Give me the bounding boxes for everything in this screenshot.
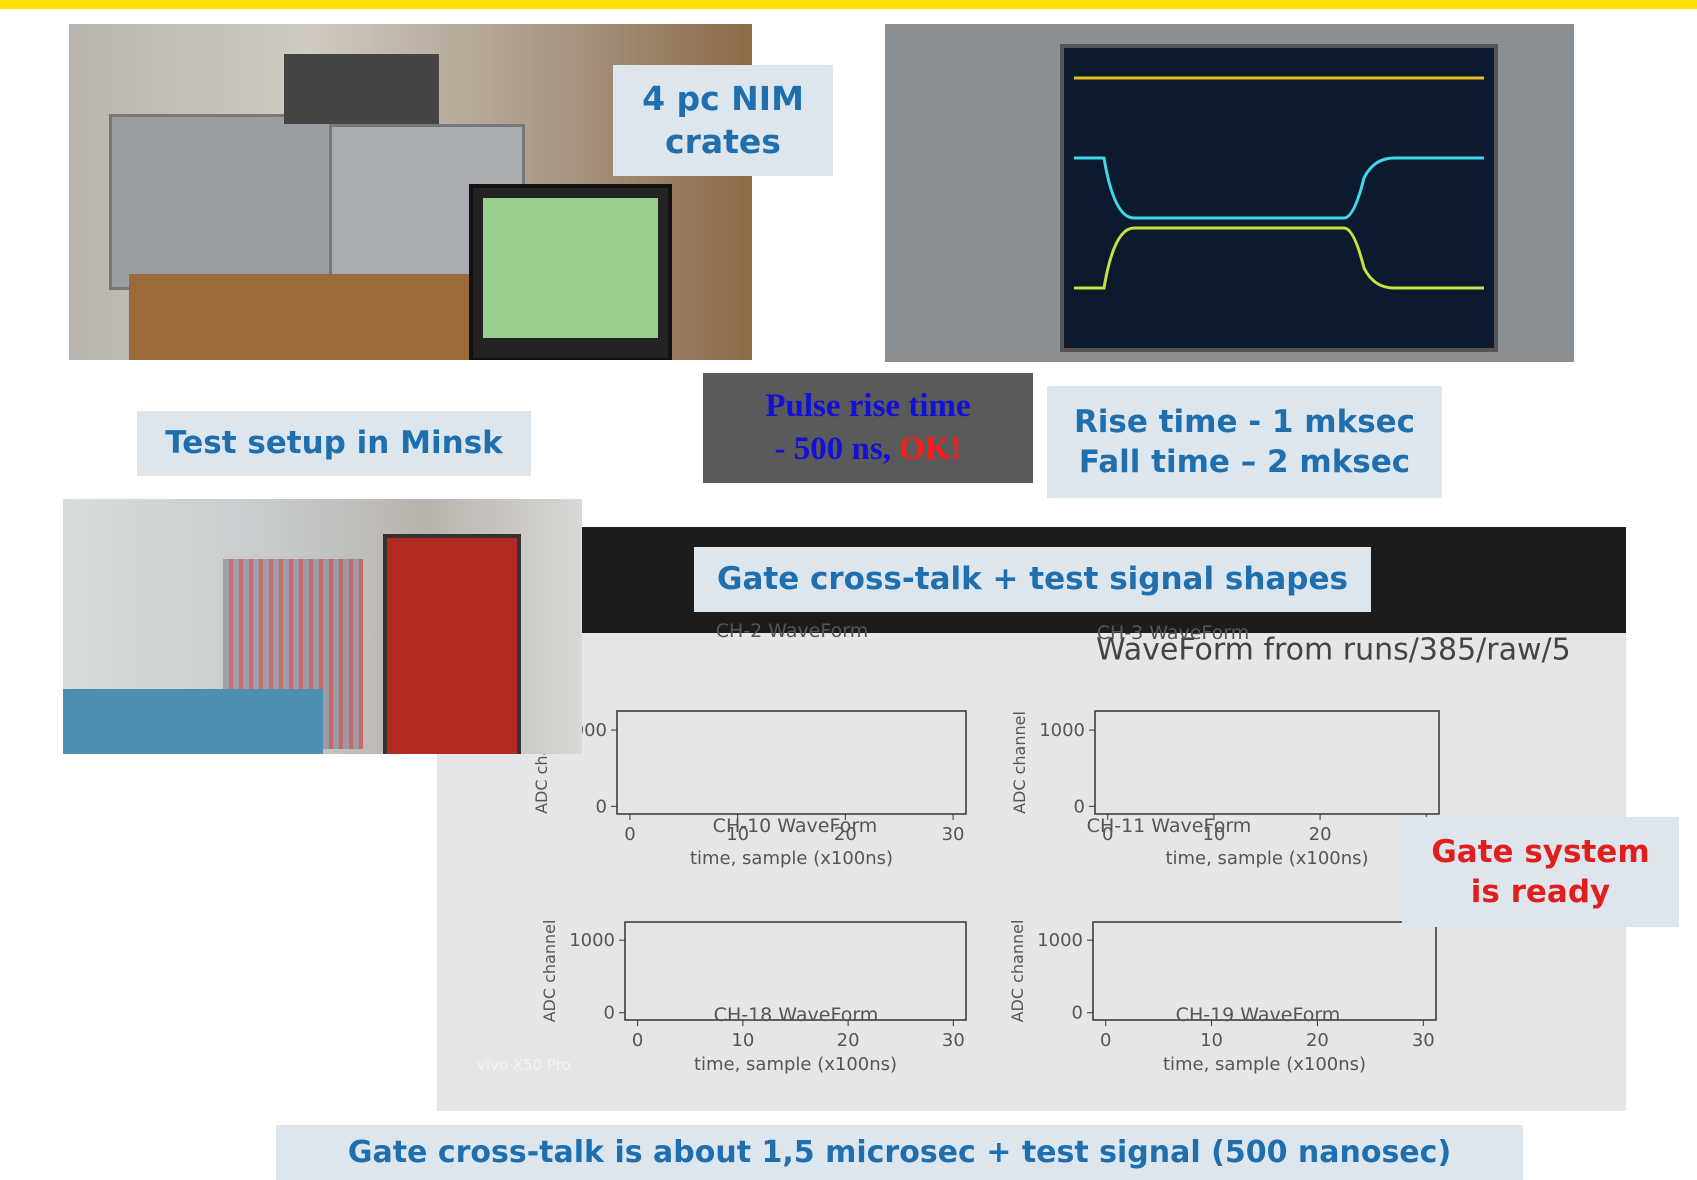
y-tick-label: 0 [1072, 1003, 1083, 1024]
label-line: 4 pc NIM [642, 78, 804, 121]
panel-title: CH-3 WaveForm [1097, 622, 1250, 644]
pulse-rise-box: Pulse rise time - 500 ns, OK! [703, 373, 1033, 483]
top-bar [0, 0, 1697, 9]
label-line: Test setup in Minsk [165, 423, 503, 463]
panel-title: CH-18 WaveForm [714, 1004, 879, 1026]
x-tick-label: 30 [942, 824, 965, 845]
x-tick-label: 30 [942, 1030, 965, 1051]
panel-title: CH-10 WaveForm [713, 815, 878, 837]
label-gate-shapes: Gate cross-talk + test signal shapes [694, 547, 1371, 612]
panel-title: CH-11 WaveForm [1087, 815, 1252, 837]
pulse-line: Pulse rise time [765, 385, 970, 428]
monitor [469, 184, 672, 360]
x-tick-label: 30 [1412, 1030, 1435, 1051]
scope-screen [1060, 44, 1498, 352]
x-tick-label: 20 [837, 1030, 860, 1051]
photo-lab [63, 499, 582, 754]
label-test-setup: Test setup in Minsk [137, 411, 531, 476]
photo-oscilloscope [885, 24, 1574, 362]
label-gate-ready: Gate system is ready [1402, 817, 1679, 927]
label-line: Gate cross-talk is about 1,5 microsec + … [348, 1133, 1451, 1172]
x-axis-label: time, sample (x100ns) [1165, 848, 1368, 869]
bench [63, 689, 323, 754]
label-line: Gate system [1431, 832, 1649, 872]
pulse-line: - 500 ns, OK! [774, 428, 961, 471]
label-rise-fall: Rise time - 1 mksec Fall time – 2 mksec [1047, 386, 1442, 498]
x-tick-label: 20 [1309, 824, 1332, 845]
y-tick-label: 0 [596, 796, 607, 817]
panel-title: CH-19 WaveForm [1176, 1004, 1341, 1026]
oscilloscope [284, 54, 439, 124]
pulse-ok: OK! [899, 431, 961, 467]
y-axis-label: ADC channel [1008, 920, 1027, 1023]
label-line: Gate cross-talk + test signal shapes [717, 559, 1348, 599]
x-axis-label: time, sample (x100ns) [690, 848, 893, 869]
y-tick-label: 0 [1074, 796, 1085, 817]
watermark: vivo X50 Pro [477, 1056, 571, 1074]
x-tick-label: 10 [731, 1030, 754, 1051]
panel-title: CH-2 WaveForm [716, 620, 869, 642]
rack [383, 534, 521, 754]
y-axis-label: ADC channel [1010, 711, 1029, 814]
label-line: Fall time – 2 mksec [1079, 442, 1410, 482]
x-tick-label: 10 [1200, 1030, 1223, 1051]
pulse-text: - 500 ns, [774, 431, 890, 467]
x-tick-label: 0 [632, 1030, 643, 1051]
label-line: is ready [1471, 872, 1611, 912]
crate [109, 114, 345, 290]
x-tick-label: 0 [1100, 1030, 1111, 1051]
label-nim-crates: 4 pc NIM crates [613, 65, 833, 176]
y-tick-label: 0 [604, 1003, 615, 1024]
y-tick-label: 1000 [1039, 720, 1085, 741]
x-axis-label: time, sample (x100ns) [1163, 1054, 1366, 1075]
x-tick-label: 0 [624, 824, 635, 845]
label-line: crates [665, 121, 781, 164]
x-axis-label: time, sample (x100ns) [694, 1054, 897, 1075]
x-tick-label: 20 [1306, 1030, 1329, 1051]
slide: { "labels": { "nim_crates": ["4 pc NIM",… [0, 0, 1697, 1180]
y-tick-label: 1000 [1037, 930, 1083, 951]
label-line: Rise time - 1 mksec [1074, 402, 1415, 442]
scope-traces [1064, 48, 1494, 348]
footer-caption: Gate cross-talk is about 1,5 microsec + … [276, 1125, 1523, 1180]
y-tick-label: 1000 [569, 930, 615, 951]
y-axis-label: ADC channel [540, 920, 559, 1023]
